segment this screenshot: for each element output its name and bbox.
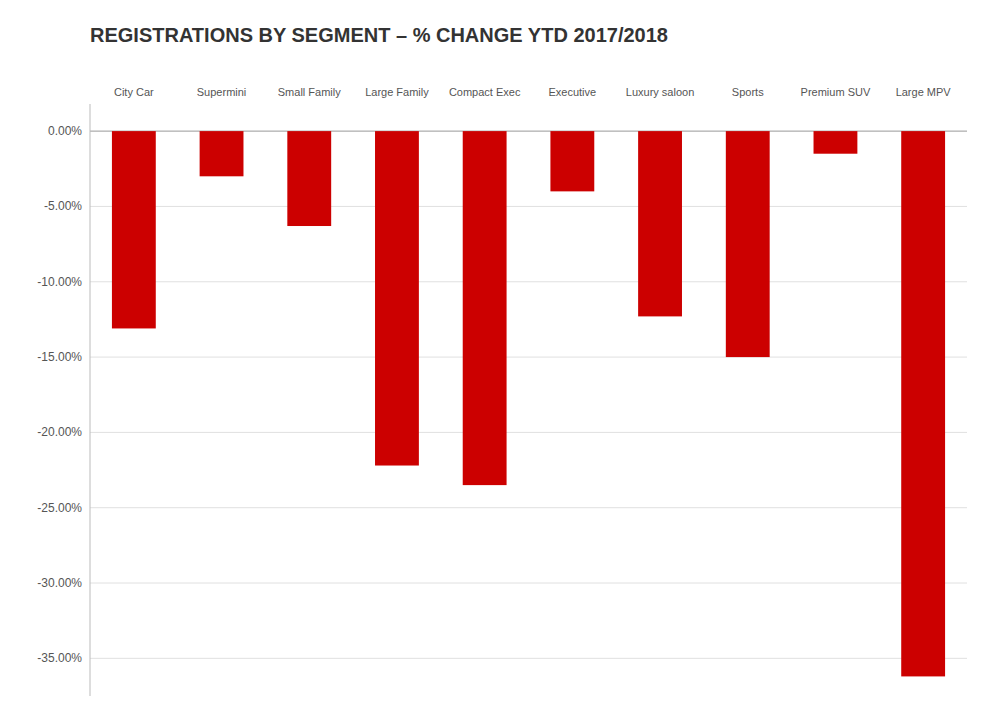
bar — [901, 131, 945, 676]
x-tick-label: Large MPV — [896, 86, 952, 98]
grid-line — [90, 583, 967, 584]
x-tick-label: Premium SUV — [801, 86, 871, 98]
y-tick-label: -25.00% — [37, 501, 82, 515]
bar — [112, 131, 156, 328]
y-tick-label: -20.00% — [37, 425, 82, 439]
bars — [112, 131, 945, 676]
chart-container: REGISTRATIONS BY SEGMENT – % CHANGE YTD … — [0, 0, 991, 726]
grid-line — [90, 432, 967, 433]
x-tick-label: Luxury saloon — [626, 86, 695, 98]
y-grid — [90, 131, 967, 658]
bar — [287, 131, 331, 226]
y-axis-line — [90, 104, 91, 696]
chart-title: REGISTRATIONS BY SEGMENT – % CHANGE YTD … — [90, 24, 668, 46]
bar — [463, 131, 507, 485]
chart-svg: REGISTRATIONS BY SEGMENT – % CHANGE YTD … — [0, 0, 991, 726]
y-tick-label: 0.00% — [48, 124, 82, 138]
grid-line — [90, 658, 967, 659]
grid-line — [90, 281, 967, 282]
x-tick-label: Large Family — [365, 86, 429, 98]
bar — [200, 131, 244, 176]
y-tick-label: -5.00% — [44, 199, 82, 213]
x-tick-label: Supermini — [197, 86, 247, 98]
grid-line — [90, 206, 967, 207]
bar — [638, 131, 682, 316]
x-tick-label: Small Family — [278, 86, 341, 98]
bar — [726, 131, 770, 357]
y-tick-label: -30.00% — [37, 576, 82, 590]
bar — [375, 131, 419, 465]
y-tick-label: -35.00% — [37, 651, 82, 665]
grid-line — [90, 357, 967, 358]
x-tick-label: City Car — [114, 86, 154, 98]
x-tick-label: Compact Exec — [449, 86, 521, 98]
bar — [814, 131, 858, 154]
bar — [550, 131, 594, 191]
x-tick-label: Executive — [548, 86, 596, 98]
grid-line — [90, 507, 967, 508]
x-tick-label: Sports — [732, 86, 764, 98]
y-tick-label: -15.00% — [37, 350, 82, 364]
y-tick-label: -10.00% — [37, 275, 82, 289]
